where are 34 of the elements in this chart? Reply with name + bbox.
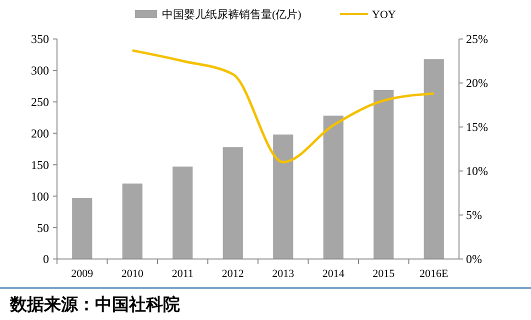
x-tick-label: 2013 [272, 268, 295, 280]
y-tick-label: 0 [43, 252, 49, 266]
x-tick-label: 2009 [71, 268, 94, 280]
y2-tick-label: 10% [466, 164, 488, 178]
x-tick-label: 2016E [420, 268, 449, 280]
y2-tick-label: 5% [466, 208, 482, 222]
y-tick-label: 150 [31, 158, 49, 172]
y-tick-label: 350 [31, 32, 49, 46]
bar [273, 134, 294, 259]
bar [323, 116, 344, 259]
x-tick-label: 2014 [322, 268, 345, 280]
source-note: 数据来源：中国社科院 [9, 295, 180, 315]
x-tick-label: 2015 [372, 268, 396, 280]
y-tick-label: 100 [31, 189, 49, 204]
x-tick-label: 2010 [121, 268, 144, 280]
y2-tick-label: 25% [466, 32, 488, 46]
y2-tick-label: 20% [466, 76, 488, 90]
bar [72, 198, 92, 259]
legend-label: 中国婴儿纸尿裤销售量(亿片) [162, 8, 302, 21]
bar [222, 147, 243, 259]
y-tick-label: 300 [31, 64, 49, 78]
legend-label: YOY [372, 8, 396, 21]
x-tick-label: 2012 [222, 268, 244, 280]
bar [122, 184, 142, 259]
y-tick-label: 200 [31, 126, 49, 140]
y-tick-label: 250 [31, 95, 49, 110]
y2-tick-label: 0% [466, 252, 482, 266]
y2-tick-label: 15% [466, 120, 488, 134]
y-tick-label: 50 [37, 220, 49, 235]
x-tick-label: 2011 [172, 268, 194, 280]
bar [172, 166, 193, 259]
bar [424, 59, 444, 259]
bar [374, 90, 394, 259]
line-series [131, 49, 436, 164]
